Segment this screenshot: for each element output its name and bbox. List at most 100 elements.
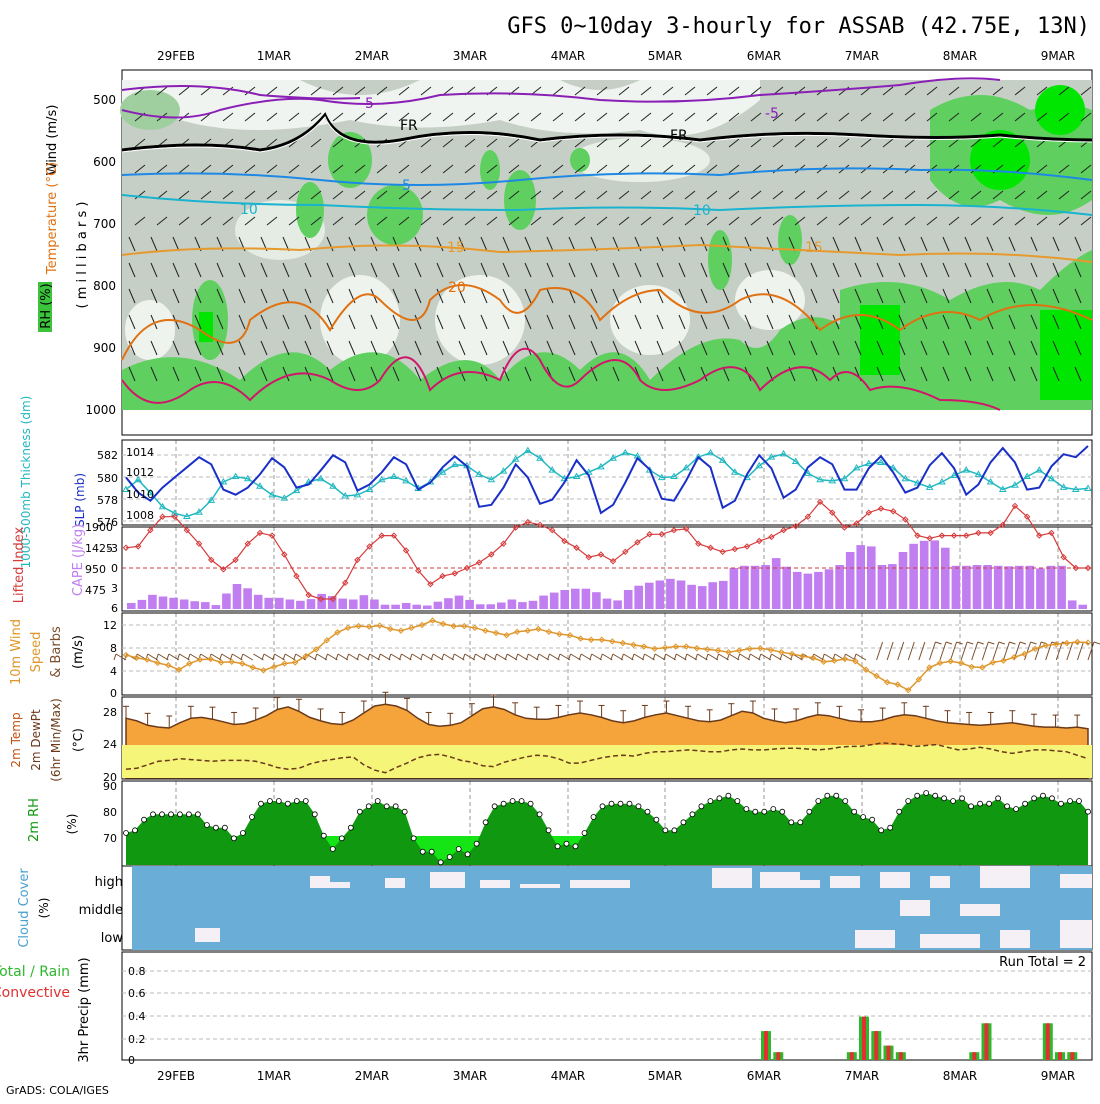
bottom-date-label: 7MAR — [845, 1069, 880, 1083]
upper-wind-barb — [640, 86, 652, 96]
upper-wind-barb — [766, 340, 774, 356]
upper-wind-barb — [150, 262, 158, 278]
upper-wind-barb — [772, 138, 784, 148]
precip-bar-convective — [764, 1031, 768, 1060]
wind-speed-point — [344, 624, 352, 632]
upper-wind-barb — [326, 288, 334, 304]
upper-wind-barb — [244, 190, 256, 200]
upper-wind-barb — [678, 314, 686, 330]
surface-wind-barb — [295, 653, 306, 661]
surface-wind-barb-flag — [684, 653, 688, 661]
top-date-label: 1MAR — [257, 49, 292, 63]
upper-wind-barb — [1052, 288, 1060, 304]
surface-wind-barb-flag — [176, 653, 180, 661]
cape-bar — [856, 545, 865, 609]
temp-tick: 20 — [103, 771, 117, 784]
cape-bar — [1015, 565, 1024, 609]
upper-wind-barb — [172, 236, 180, 252]
upper-wind-barb — [986, 236, 994, 252]
cape-bar — [676, 580, 686, 609]
wind-tick: 8 — [110, 642, 117, 655]
rh-point — [572, 843, 579, 850]
thickness-point — [487, 475, 496, 483]
surface-wind-barb — [432, 653, 444, 661]
upper-wind-barb — [436, 262, 444, 278]
rh-point — [707, 798, 714, 804]
cape-bar — [391, 604, 400, 609]
upper-wind-barb — [376, 216, 388, 226]
surface-wind-barb — [612, 653, 624, 661]
upper-wind-barb — [678, 236, 686, 252]
upper-wind-barb — [392, 236, 400, 252]
wind-speed-point — [915, 676, 923, 683]
rh-point — [905, 798, 912, 804]
surface-wind-barb-flag — [113, 653, 117, 661]
rh-point — [734, 798, 741, 804]
upper-wind-barb — [920, 236, 928, 252]
rh-point — [320, 832, 327, 839]
temp-tick: 24 — [103, 738, 117, 751]
upper-wind-barb — [728, 190, 740, 200]
upper-wind-barb — [656, 340, 664, 356]
upper-wind-barb — [986, 262, 994, 278]
temperature-contours — [121, 77, 1093, 411]
lifted-index-point — [756, 537, 763, 545]
lifted-index-point — [463, 564, 471, 572]
wind-speed-point — [989, 659, 997, 666]
upper-wind-barb — [810, 236, 818, 252]
lifted-index-point — [889, 508, 897, 515]
upper-wind-barb — [596, 164, 608, 174]
thickness-point — [1071, 485, 1080, 493]
lifted-index-point — [122, 544, 130, 551]
surface-wind-barb — [147, 653, 158, 661]
wind-speed-point — [725, 648, 732, 656]
surface-wind-barb — [1024, 641, 1032, 661]
precip-bar-convective — [849, 1052, 854, 1060]
surface-wind-barb-flag — [610, 653, 614, 661]
wind-speed-point — [154, 659, 161, 667]
lifted-index-point — [902, 516, 909, 523]
upper-wind-barb — [640, 164, 652, 174]
lifted-index-point — [914, 532, 921, 539]
cape-bars — [127, 540, 1087, 609]
cape-bar — [349, 599, 358, 609]
wind-speed-point — [1074, 638, 1081, 646]
upper-wind-barb — [920, 288, 928, 304]
upper-wind-barb — [128, 366, 136, 382]
upper-wind-barb — [854, 262, 862, 278]
upper-wind-barb — [128, 236, 136, 252]
precip-axis: 0.8 0.6 0.4 0.2 0 — [128, 965, 146, 1067]
upper-wind-barb — [1036, 112, 1048, 122]
lifted-index-point — [548, 526, 556, 534]
thickness-line — [125, 449, 1089, 518]
upper-wind-barb — [772, 216, 784, 226]
wind-speed-point — [852, 658, 859, 665]
upper-wind-barb — [332, 190, 344, 200]
thickness-point — [1059, 483, 1068, 490]
bottom-date-axis: 29FEB 1MAR 2MAR 3MAR 4MAR 5MAR 6MAR 7MAR… — [157, 1069, 1075, 1083]
upper-wind-barb — [524, 340, 532, 356]
wind-speed-point — [387, 625, 394, 633]
lifted-index-point — [281, 551, 288, 558]
wind-speed-point — [757, 645, 764, 652]
thickness-point — [219, 477, 228, 485]
upper-wind-barb — [172, 314, 180, 330]
surface-wind-barb-flag — [293, 653, 297, 661]
slp-tick: 1014 — [126, 446, 154, 459]
surface-wind-barb-flag — [620, 653, 624, 661]
upper-wind-barb — [706, 112, 718, 122]
rh-point — [1004, 803, 1010, 810]
rh-point — [770, 806, 777, 812]
bottom-date-label: 29FEB — [157, 1069, 195, 1083]
surface-wind-barb — [179, 653, 190, 661]
bottom-date-label: 5MAR — [648, 1069, 683, 1083]
lifted-index-point — [512, 524, 519, 531]
lifted-index-label: Lifted Index — [12, 526, 27, 603]
upper-wind-barb — [244, 164, 256, 174]
surface-wind-barb-flag — [472, 653, 476, 661]
rh-point — [995, 795, 1001, 802]
upper-wind-barb — [618, 112, 630, 122]
upper-wind-barb — [128, 314, 136, 330]
upper-wind-barb — [172, 262, 180, 278]
rh-point — [518, 798, 525, 804]
